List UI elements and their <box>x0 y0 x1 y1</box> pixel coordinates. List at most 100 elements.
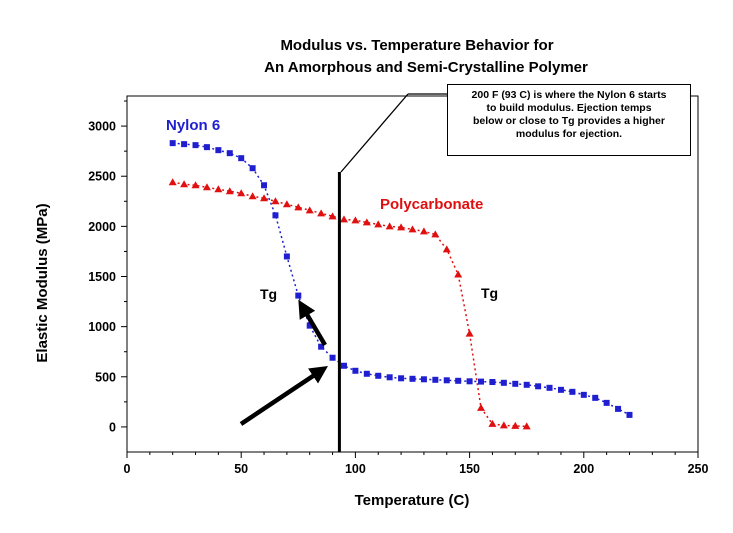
data-point-nylon6 <box>535 383 542 390</box>
data-point-polycarbonate <box>374 220 383 228</box>
data-point-polycarbonate <box>248 192 257 200</box>
data-point-nylon6 <box>626 411 633 418</box>
data-point-polycarbonate <box>397 223 406 231</box>
y-tick-label: 3000 <box>88 120 116 134</box>
x-tick-label: 200 <box>573 462 594 476</box>
series-layer <box>168 140 633 430</box>
data-point-nylon6 <box>443 377 450 384</box>
note-line: modulus for ejection. <box>515 128 623 140</box>
data-point-polycarbonate <box>225 187 234 195</box>
data-point-nylon6 <box>215 147 222 154</box>
data-point-polycarbonate <box>282 200 291 208</box>
data-point-nylon6 <box>249 165 256 172</box>
data-point-polycarbonate <box>339 215 348 223</box>
data-point-polycarbonate <box>168 178 177 186</box>
annotation-note-box: 200 F (93 C) is where the Nylon 6 starts… <box>447 84 691 156</box>
series-line-1 <box>172 181 527 428</box>
x-tick-label: 100 <box>345 462 366 476</box>
data-point-polycarbonate <box>237 189 246 197</box>
data-point-nylon6 <box>546 384 553 391</box>
data-point-polycarbonate <box>499 421 508 429</box>
data-point-nylon6 <box>432 376 439 383</box>
data-point-nylon6 <box>398 375 405 382</box>
data-point-nylon6 <box>306 322 313 329</box>
data-point-nylon6 <box>500 379 507 386</box>
data-point-nylon6 <box>592 394 599 401</box>
data-point-nylon6 <box>603 399 610 406</box>
data-point-polycarbonate <box>317 209 326 217</box>
data-point-nylon6 <box>489 379 496 386</box>
data-point-polycarbonate <box>180 180 189 188</box>
y-tick-label: 1500 <box>88 270 116 284</box>
data-point-nylon6 <box>192 142 199 149</box>
x-tick-label: 150 <box>459 462 480 476</box>
data-point-nylon6 <box>580 391 587 398</box>
data-point-nylon6 <box>283 253 290 260</box>
data-point-nylon6 <box>478 378 485 385</box>
data-point-nylon6 <box>512 380 519 387</box>
x-tick-label: 50 <box>234 462 248 476</box>
data-point-polycarbonate <box>408 225 417 233</box>
arrow-to-inflection <box>239 366 328 426</box>
tg-label-nylon6: Tg <box>260 286 277 302</box>
data-point-nylon6 <box>352 367 359 374</box>
plot-area-frame <box>126 95 699 453</box>
x-tick-label: 250 <box>688 462 709 476</box>
data-point-nylon6 <box>203 144 210 151</box>
data-point-nylon6 <box>181 141 188 148</box>
x-axis-ticks: 0 50 100 150 200 250 <box>124 452 709 476</box>
data-point-polycarbonate <box>442 245 451 253</box>
y-tick-label: 2000 <box>88 220 116 234</box>
chart-title-line-2: An Amorphous and Semi-Crystalline Polyme… <box>264 59 588 76</box>
data-point-nylon6 <box>261 182 268 189</box>
y-tick-label: 0 <box>109 420 116 434</box>
data-point-polycarbonate <box>431 230 440 238</box>
note-line: to build modulus. Ejection temps <box>486 102 652 114</box>
note-line: below or close to Tg provides a higher <box>473 115 665 127</box>
data-point-polycarbonate <box>202 183 211 191</box>
data-point-polycarbonate <box>271 197 280 205</box>
callout-leader-line <box>340 93 409 173</box>
data-point-nylon6 <box>272 212 279 219</box>
data-point-nylon6 <box>363 370 370 377</box>
data-point-nylon6 <box>329 354 336 361</box>
series-line-0 <box>172 142 630 416</box>
legend-label-nylon6: Nylon 6 <box>166 117 220 134</box>
legend-label-polycarbonate: Polycarbonate <box>380 196 483 213</box>
data-point-polycarbonate <box>511 421 520 429</box>
data-point-nylon6 <box>455 377 462 384</box>
x-axis-label: Temperature (C) <box>355 492 470 509</box>
data-point-polycarbonate <box>305 206 314 214</box>
data-point-polycarbonate <box>385 222 394 230</box>
data-point-polycarbonate <box>328 212 337 220</box>
x-tick-label: 0 <box>124 462 131 476</box>
chart-title-line-1: Modulus vs. Temperature Behavior for <box>280 37 553 54</box>
data-point-polycarbonate <box>454 270 463 278</box>
tg-label-polycarbonate: Tg <box>481 285 498 301</box>
data-point-nylon6 <box>169 140 176 147</box>
y-tick-label: 500 <box>95 370 116 384</box>
y-tick-label: 1000 <box>88 320 116 334</box>
data-point-nylon6 <box>615 405 622 412</box>
data-point-polycarbonate <box>488 419 497 427</box>
data-point-polycarbonate <box>191 181 200 189</box>
y-tick-label: 2500 <box>88 170 116 184</box>
data-point-nylon6 <box>420 376 427 383</box>
data-point-polycarbonate <box>351 216 360 224</box>
data-point-polycarbonate <box>465 329 474 337</box>
data-point-nylon6 <box>226 150 233 157</box>
data-point-nylon6 <box>557 386 564 393</box>
data-point-nylon6 <box>340 362 347 369</box>
data-point-nylon6 <box>375 372 382 379</box>
data-point-nylon6 <box>386 374 393 381</box>
y-axis-label: Elastic Modulus (MPa) <box>34 203 51 362</box>
arrow-to-tg <box>298 299 327 347</box>
data-point-nylon6 <box>466 378 473 385</box>
data-point-polycarbonate <box>477 403 486 411</box>
y-axis-ticks: 0 500 1000 1500 2000 2500 3000 <box>88 100 127 434</box>
note-line: 200 F (93 C) is where the Nylon 6 starts <box>471 89 667 101</box>
data-point-nylon6 <box>523 381 530 388</box>
data-point-nylon6 <box>569 388 576 395</box>
data-point-nylon6 <box>318 343 325 350</box>
